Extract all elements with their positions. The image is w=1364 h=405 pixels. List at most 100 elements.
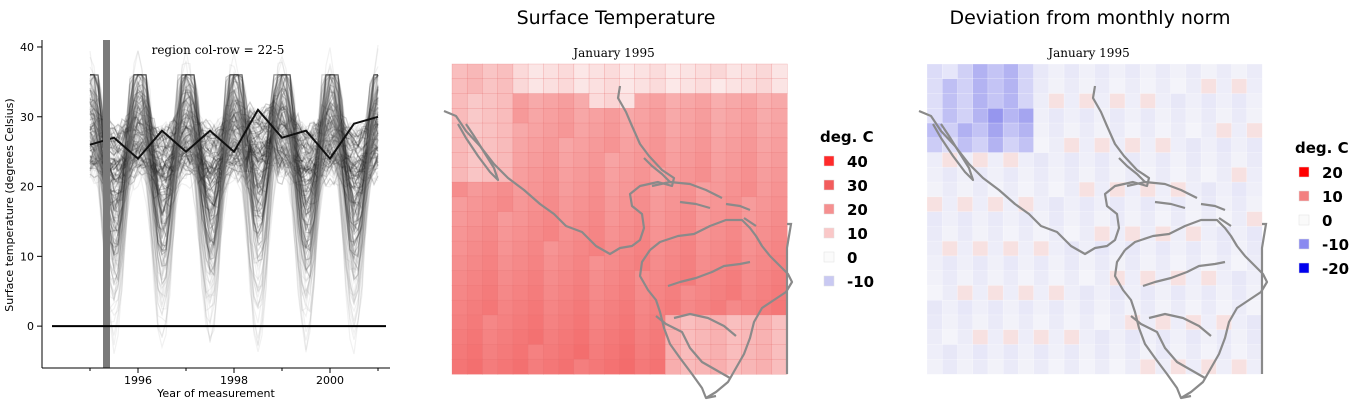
- grid-cell[interactable]: [771, 78, 788, 95]
- grid-cell[interactable]: [451, 240, 468, 257]
- grid-cell[interactable]: [1246, 137, 1263, 154]
- grid-cell[interactable]: [957, 255, 974, 272]
- grid-cell[interactable]: [1079, 299, 1096, 316]
- grid-cell[interactable]: [756, 314, 773, 331]
- grid-cell[interactable]: [725, 285, 742, 301]
- grid-cell[interactable]: [680, 285, 697, 301]
- grid-cell[interactable]: [1139, 78, 1156, 95]
- grid-cell[interactable]: [941, 314, 959, 331]
- grid-cell[interactable]: [543, 122, 560, 139]
- grid-cell[interactable]: [1079, 196, 1096, 213]
- grid-cell[interactable]: [527, 270, 544, 286]
- grid-cell[interactable]: [1185, 344, 1202, 360]
- grid-cell[interactable]: [725, 152, 742, 168]
- grid-cell[interactable]: [680, 122, 697, 139]
- grid-cell[interactable]: [756, 211, 773, 227]
- grid-cell[interactable]: [1002, 93, 1019, 109]
- grid-cell[interactable]: [926, 226, 943, 242]
- grid-cell[interactable]: [1200, 314, 1217, 331]
- grid-cell[interactable]: [604, 314, 621, 331]
- grid-cell[interactable]: [987, 93, 1004, 109]
- grid-cell[interactable]: [497, 240, 514, 257]
- grid-cell[interactable]: [1216, 108, 1233, 124]
- grid-cell[interactable]: [972, 108, 989, 124]
- grid-cell[interactable]: [619, 285, 636, 301]
- grid-cell[interactable]: [1033, 137, 1050, 154]
- grid-cell[interactable]: [619, 358, 636, 375]
- grid-cell[interactable]: [987, 137, 1004, 154]
- grid-cell[interactable]: [482, 299, 499, 316]
- grid-cell[interactable]: [756, 358, 773, 375]
- grid-cell[interactable]: [1216, 285, 1233, 301]
- grid-cell[interactable]: [558, 152, 575, 168]
- grid-cell[interactable]: [941, 270, 959, 286]
- grid-cell[interactable]: [1002, 299, 1019, 316]
- grid-cell[interactable]: [543, 314, 560, 331]
- year-cursor[interactable]: [103, 40, 110, 368]
- grid-cell[interactable]: [1002, 270, 1019, 286]
- grid-cell[interactable]: [512, 226, 529, 242]
- grid-cell[interactable]: [725, 329, 742, 346]
- grid-cell[interactable]: [1139, 196, 1156, 213]
- grid-cell[interactable]: [987, 285, 1004, 301]
- grid-cell[interactable]: [756, 63, 773, 80]
- grid-cell[interactable]: [664, 196, 681, 213]
- grid-cell[interactable]: [771, 211, 788, 227]
- grid-cell[interactable]: [695, 240, 712, 257]
- grid-cell[interactable]: [1018, 344, 1035, 360]
- grid-cell[interactable]: [451, 137, 468, 154]
- grid-cell[interactable]: [1094, 358, 1111, 375]
- grid-cell[interactable]: [941, 226, 959, 242]
- grid-cell[interactable]: [558, 63, 575, 80]
- grid-cell[interactable]: [941, 63, 959, 80]
- grid-cell[interactable]: [634, 358, 651, 375]
- grid-cell[interactable]: [926, 314, 943, 331]
- grid-cell[interactable]: [1033, 152, 1050, 168]
- grid-cell[interactable]: [512, 211, 529, 227]
- grid-cell[interactable]: [1155, 211, 1172, 227]
- grid-cell[interactable]: [680, 255, 697, 272]
- grid-cell[interactable]: [588, 93, 605, 109]
- grid-cell[interactable]: [1018, 108, 1035, 124]
- grid-cell[interactable]: [664, 122, 681, 139]
- grid-cell[interactable]: [482, 181, 499, 198]
- grid-cell[interactable]: [527, 167, 544, 183]
- grid-cell[interactable]: [466, 226, 484, 242]
- grid-cell[interactable]: [1231, 108, 1248, 124]
- grid-cell[interactable]: [558, 108, 575, 124]
- grid-cell[interactable]: [527, 108, 544, 124]
- grid-cell[interactable]: [1170, 78, 1187, 95]
- grid-cell[interactable]: [972, 255, 989, 272]
- grid-cell[interactable]: [1246, 344, 1263, 360]
- grid-cell[interactable]: [573, 299, 590, 316]
- grid-cell[interactable]: [926, 93, 943, 109]
- grid-cell[interactable]: [588, 329, 605, 346]
- grid-cell[interactable]: [1018, 299, 1035, 316]
- grid-cell[interactable]: [1170, 122, 1187, 139]
- grid-cell[interactable]: [1048, 137, 1065, 154]
- grid-cell[interactable]: [512, 196, 529, 213]
- grid-cell[interactable]: [527, 152, 544, 168]
- grid-cell[interactable]: [527, 226, 544, 242]
- grid-cell[interactable]: [1002, 211, 1019, 227]
- grid-cell[interactable]: [1002, 108, 1019, 124]
- grid-cell[interactable]: [543, 93, 560, 109]
- grid-cell[interactable]: [741, 93, 758, 109]
- grid-cell[interactable]: [741, 270, 758, 286]
- grid-cell[interactable]: [1002, 122, 1019, 139]
- grid-cell[interactable]: [1246, 78, 1263, 95]
- grid-cell[interactable]: [1048, 211, 1065, 227]
- grid-cell[interactable]: [1094, 152, 1111, 168]
- grid-cell[interactable]: [987, 152, 1004, 168]
- grid-cell[interactable]: [588, 211, 605, 227]
- grid-cell[interactable]: [1139, 240, 1156, 257]
- grid-cell[interactable]: [451, 344, 468, 360]
- grid-cell[interactable]: [573, 358, 590, 375]
- grid-cell[interactable]: [1018, 314, 1035, 331]
- grid-cell[interactable]: [1033, 78, 1050, 95]
- grid-cell[interactable]: [649, 63, 666, 80]
- grid-cell[interactable]: [558, 329, 575, 346]
- grid-cell[interactable]: [558, 358, 575, 375]
- grid-cell[interactable]: [972, 358, 989, 375]
- grid-cell[interactable]: [604, 152, 621, 168]
